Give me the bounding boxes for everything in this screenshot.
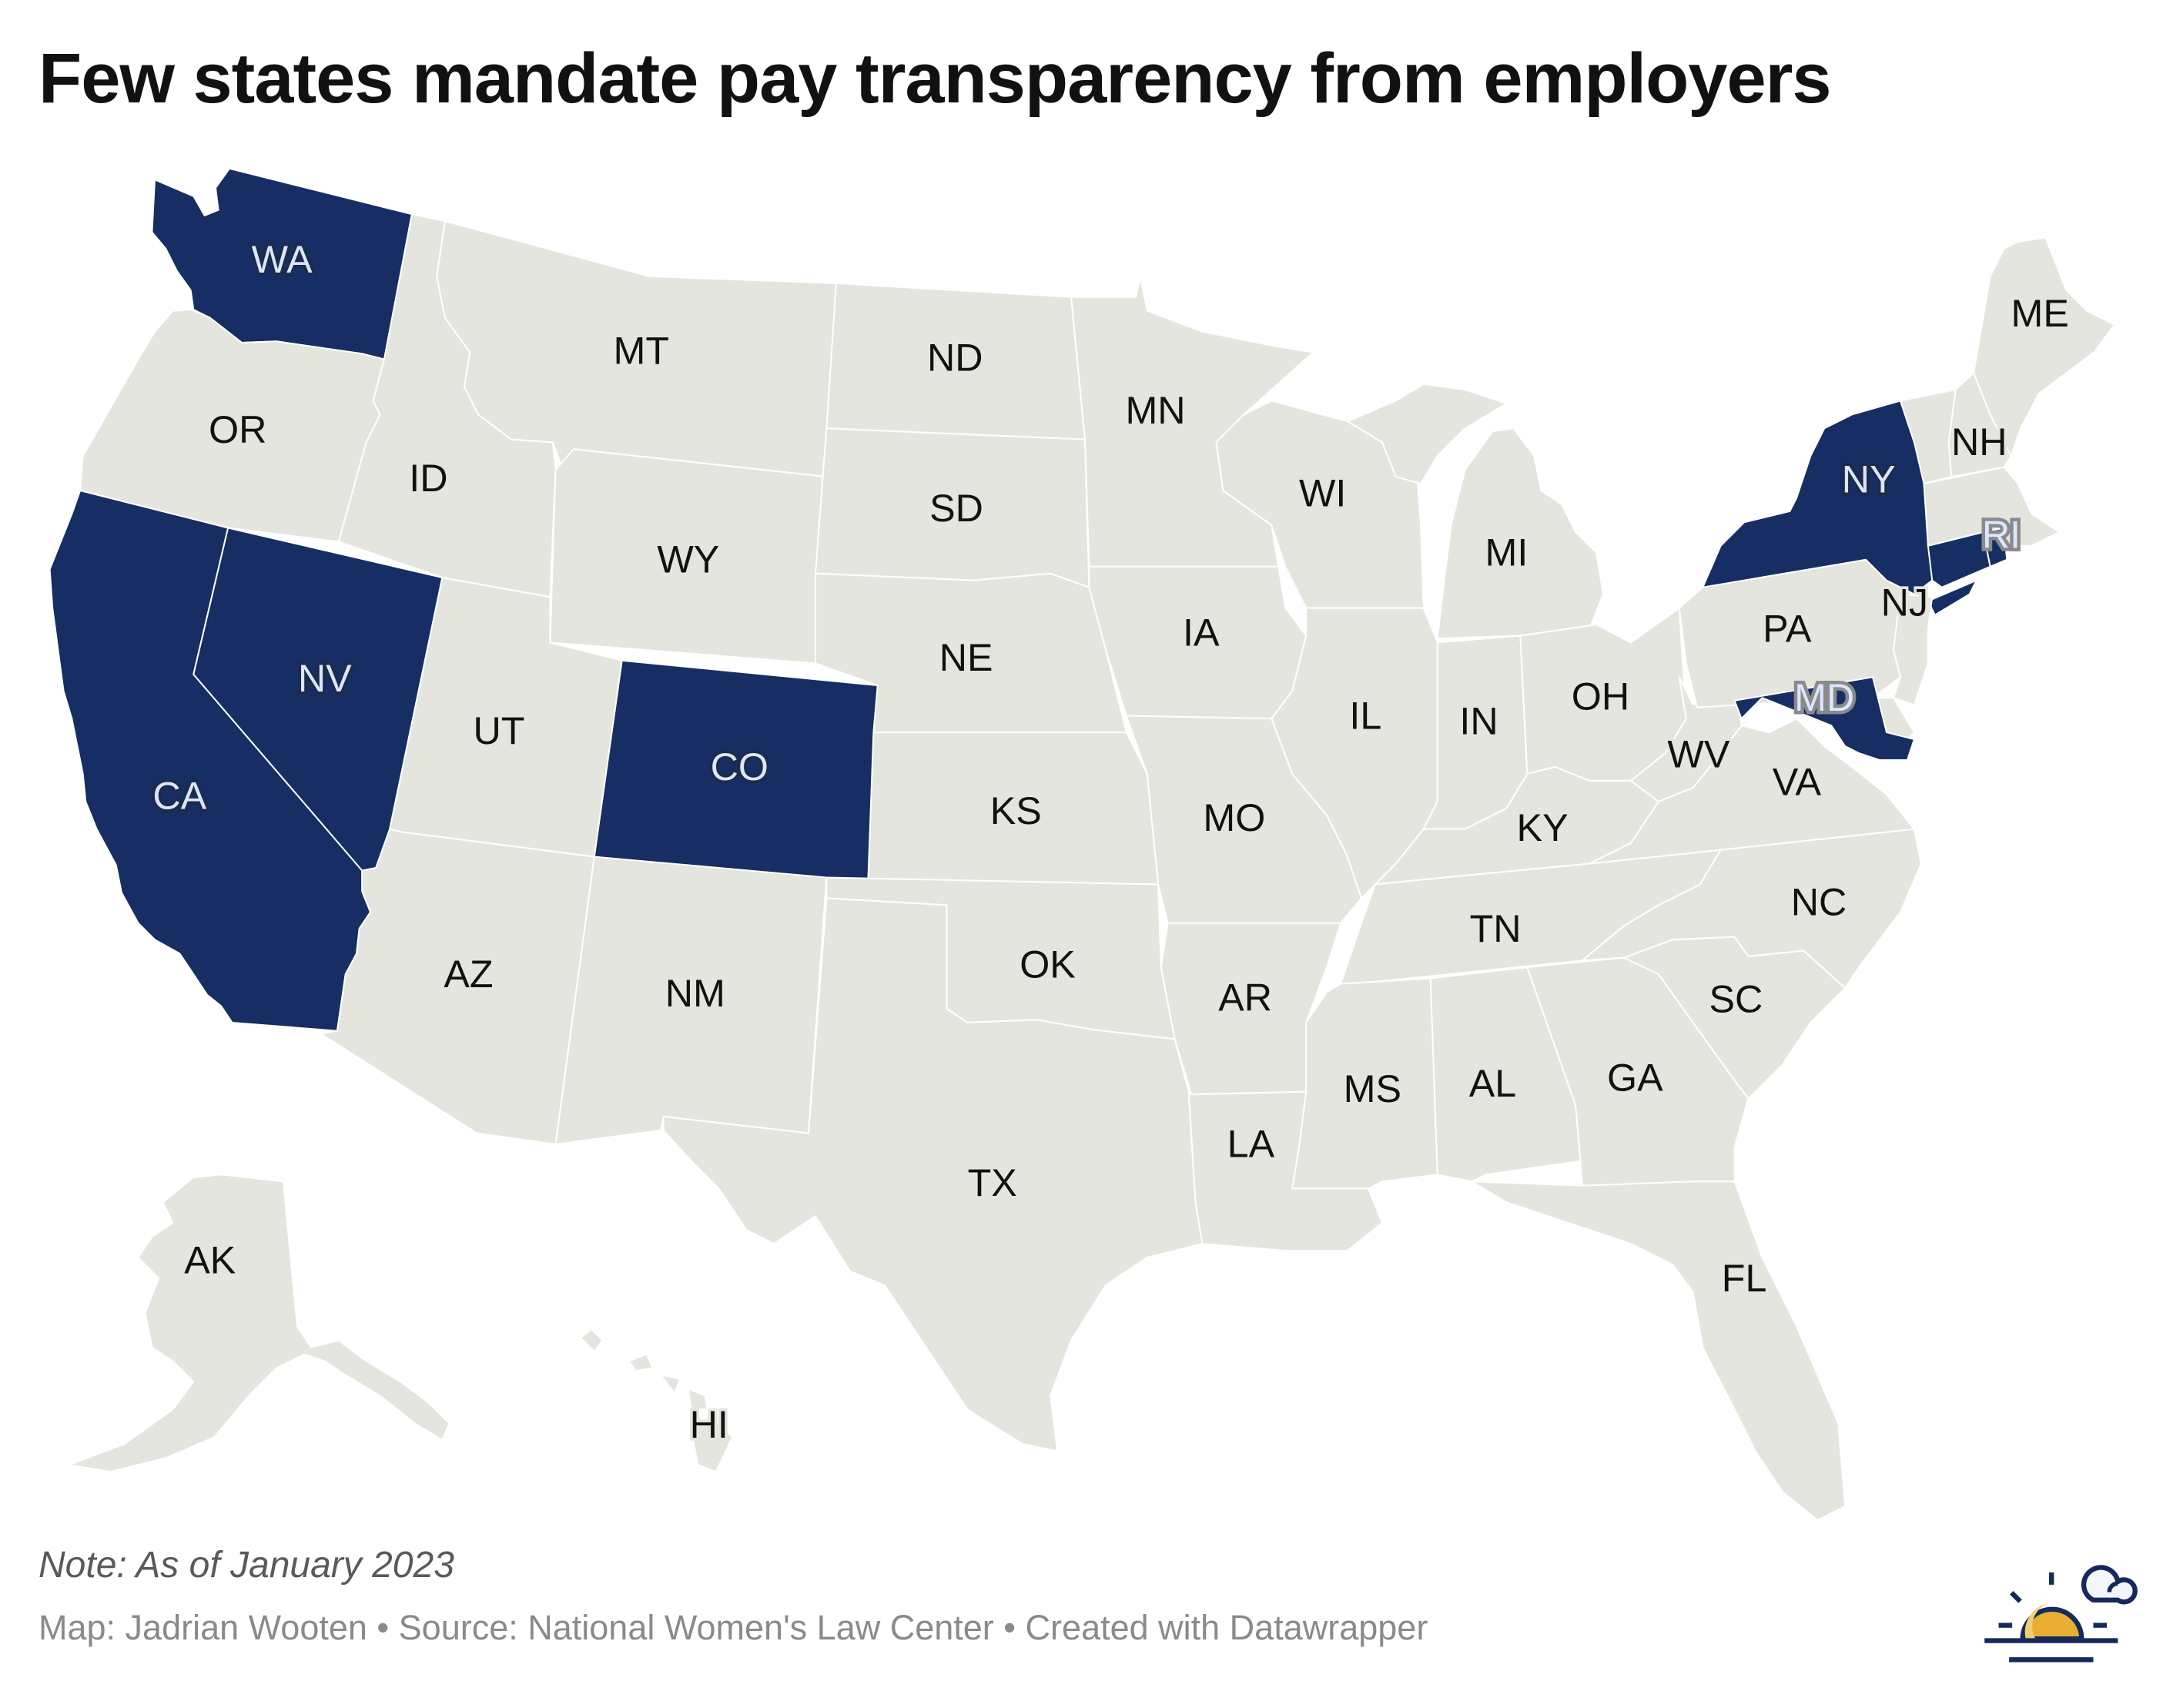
label-wi: WI — [1299, 472, 1346, 515]
state-hi[interactable] — [579, 1328, 734, 1473]
state-mi[interactable] — [1347, 383, 1605, 640]
label-ga: GA — [1607, 1057, 1663, 1100]
label-ri: RI — [1982, 513, 2021, 556]
label-wv: WV — [1667, 733, 1729, 776]
chart-title: Few states mandate pay transparency from… — [39, 39, 1832, 118]
state-tx[interactable] — [662, 897, 1204, 1452]
state-nc[interactable] — [1582, 828, 1922, 990]
label-mn: MN — [1125, 389, 1185, 432]
state-wy[interactable] — [549, 448, 828, 665]
label-me: ME — [2011, 292, 2069, 335]
label-or: OR — [209, 408, 266, 451]
state-fl[interactable] — [1471, 1181, 1847, 1521]
label-la: LA — [1227, 1123, 1275, 1166]
label-pa: PA — [1763, 607, 1812, 650]
label-id: ID — [409, 457, 447, 500]
state-labels-layer: WA OR CA NV ID MT WY UT CO AZ NM ND SD N… — [150, 236, 2072, 1449]
label-il: IL — [1349, 694, 1381, 737]
label-nd: ND — [927, 337, 983, 380]
chart-source-credit: Map: Jadrian Wooten • Source: National W… — [39, 1608, 1428, 1647]
state-nj[interactable] — [1893, 593, 1934, 706]
chart-note: Note: As of January 2023 — [39, 1545, 454, 1586]
state-md[interactable] — [1733, 676, 1915, 761]
state-ma[interactable] — [1923, 466, 2061, 547]
label-ok: OK — [1020, 943, 1076, 986]
state-me[interactable] — [1973, 236, 2116, 457]
label-tx: TX — [968, 1161, 1017, 1204]
state-az[interactable] — [320, 828, 595, 1145]
label-nc: NC — [1791, 881, 1847, 924]
label-ny: NY — [1842, 458, 1896, 501]
label-az: AZ — [444, 953, 493, 996]
label-wy: WY — [657, 538, 719, 581]
label-ne: NE — [939, 636, 993, 679]
label-ia: IA — [1183, 611, 1220, 655]
label-ks: KS — [990, 789, 1042, 832]
label-nv: NV — [298, 657, 352, 700]
label-va: VA — [1773, 761, 1822, 804]
label-al: AL — [1469, 1062, 1516, 1105]
label-ca: CA — [152, 775, 206, 818]
state-ne[interactable] — [814, 572, 1127, 734]
label-ut: UT — [473, 709, 524, 752]
label-co: CO — [711, 745, 768, 789]
label-tn: TN — [1470, 907, 1522, 950]
label-mo: MO — [1203, 796, 1265, 839]
label-mi: MI — [1485, 531, 1528, 574]
label-nj: NJ — [1881, 581, 1928, 624]
label-fl: FL — [1722, 1257, 1767, 1300]
label-nm: NM — [665, 972, 725, 1015]
label-ky: KY — [1517, 806, 1569, 849]
label-wa: WA — [252, 238, 313, 281]
label-ak: AK — [184, 1238, 236, 1281]
label-sd: SD — [929, 487, 983, 530]
label-in: IN — [1459, 700, 1498, 743]
label-ms: MS — [1344, 1067, 1401, 1110]
state-ny[interactable] — [1702, 400, 1977, 616]
label-sc: SC — [1709, 977, 1763, 1020]
label-hi: HI — [690, 1403, 728, 1446]
sunrise-cloud-icon — [1984, 1565, 2138, 1663]
label-mt: MT — [614, 330, 670, 373]
states-layer — [49, 167, 2116, 1521]
label-nh: NH — [1951, 420, 2007, 464]
state-ak[interactable] — [68, 1174, 450, 1473]
label-md: MD — [1794, 676, 1854, 719]
label-ar: AR — [1218, 976, 1272, 1020]
label-oh: OH — [1572, 675, 1629, 718]
